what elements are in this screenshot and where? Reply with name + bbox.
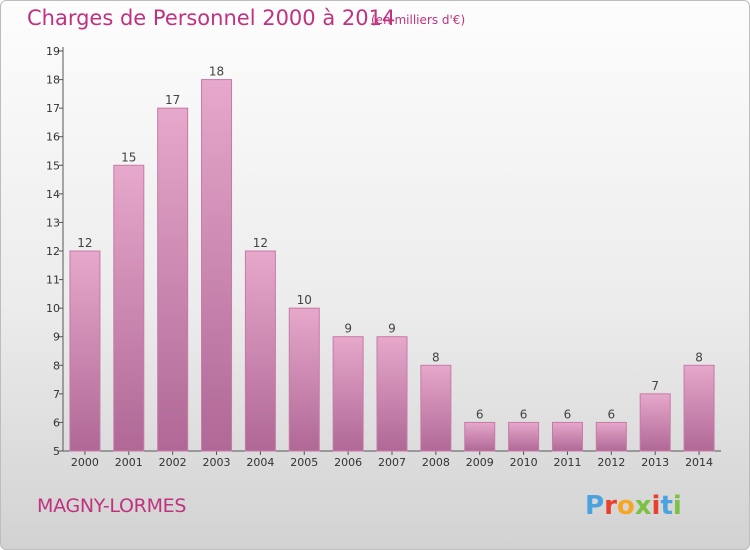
data-label-2000: 12 — [77, 236, 92, 250]
proxiti-logo[interactable]: Proxiti — [585, 491, 682, 521]
bar-2013 — [639, 393, 671, 452]
x-tick-label: 2004 — [246, 456, 274, 469]
x-tick-label: 2014 — [685, 456, 713, 469]
data-label-2008: 8 — [432, 350, 440, 364]
data-label-2009: 6 — [476, 407, 484, 421]
data-label-2004: 12 — [253, 236, 268, 250]
y-tick-label: 17 — [46, 102, 60, 115]
y-tick-label: 5 — [53, 445, 60, 458]
y-tick-label: 14 — [46, 188, 60, 201]
x-tick-label: 2013 — [641, 456, 669, 469]
logo-letter: x — [634, 491, 652, 521]
logo-letter: i — [672, 491, 682, 521]
data-label-2011: 6 — [564, 407, 572, 421]
y-tick-label: 10 — [46, 302, 60, 315]
y-tick-label: 15 — [46, 159, 60, 172]
data-label-2013: 7 — [651, 379, 659, 393]
x-tick-label: 2012 — [597, 456, 625, 469]
data-label-2002: 17 — [165, 93, 180, 107]
y-tick-label: 6 — [53, 416, 60, 429]
bar-2012 — [595, 421, 627, 452]
data-label-2005: 10 — [297, 293, 312, 307]
x-tick-label: 2008 — [422, 456, 450, 469]
x-tick-label: 2010 — [510, 456, 538, 469]
bar-2002 — [157, 107, 189, 452]
logo-letter: r — [604, 491, 617, 521]
y-tick-label: 7 — [53, 388, 60, 401]
commune-name: MAGNY-LORMES — [37, 495, 187, 517]
chart-unit: (en milliers d'€) — [371, 13, 466, 27]
data-label-2007: 9 — [388, 322, 396, 336]
logo-letter: P — [585, 491, 605, 521]
data-label-2006: 9 — [344, 322, 352, 336]
y-tick-label: 11 — [46, 274, 60, 287]
logo-letter: o — [616, 491, 635, 521]
bar-2001 — [113, 164, 145, 452]
data-label-2014: 8 — [695, 350, 703, 364]
y-tick-label: 19 — [46, 45, 60, 58]
bar-2014 — [683, 364, 715, 452]
bar-2010 — [508, 421, 540, 452]
y-tick-label: 12 — [46, 245, 60, 258]
bar-2008 — [420, 364, 452, 452]
data-label-2001: 15 — [121, 150, 136, 164]
bar-2011 — [551, 421, 583, 452]
bar-2005 — [288, 307, 320, 452]
data-label-2003: 18 — [209, 65, 224, 79]
x-tick-label: 2009 — [466, 456, 494, 469]
bar-2007 — [376, 336, 408, 452]
x-tick-label: 2000 — [71, 456, 99, 469]
logo-letter: i — [651, 491, 661, 521]
bars — [69, 79, 715, 452]
bar-2000 — [69, 250, 101, 452]
data-label-2012: 6 — [608, 407, 616, 421]
logo-letter: t — [660, 491, 673, 521]
data-label-2010: 6 — [520, 407, 528, 421]
x-tick-label: 2005 — [290, 456, 318, 469]
bar-2003 — [201, 79, 233, 452]
y-tick-label: 18 — [46, 74, 60, 87]
y-tick-label: 13 — [46, 216, 60, 229]
axes: 5 6 7 8 9 10 11 12 13 14 15 16 17 18 19 2000 2001 2002 200… — [46, 45, 721, 469]
y-tick-label: 8 — [53, 359, 60, 372]
data-labels: 12 15 17 18 12 10 9 9 8 6 6 6 6 7 8 — [77, 65, 703, 422]
x-tick-label: 2002 — [159, 456, 187, 469]
x-tick-label: 2006 — [334, 456, 362, 469]
x-tick-label: 2011 — [553, 456, 581, 469]
bar-2006 — [332, 336, 364, 452]
bar-2004 — [244, 250, 276, 452]
x-tick-label: 2001 — [115, 456, 143, 469]
x-tick-label: 2003 — [203, 456, 231, 469]
x-tick-label: 2007 — [378, 456, 406, 469]
y-tick-label: 16 — [46, 131, 60, 144]
bar-2009 — [464, 421, 496, 452]
chart-title: Charges de Personnel 2000 à 2014 — [27, 6, 396, 30]
y-tick-label: 9 — [53, 331, 60, 344]
